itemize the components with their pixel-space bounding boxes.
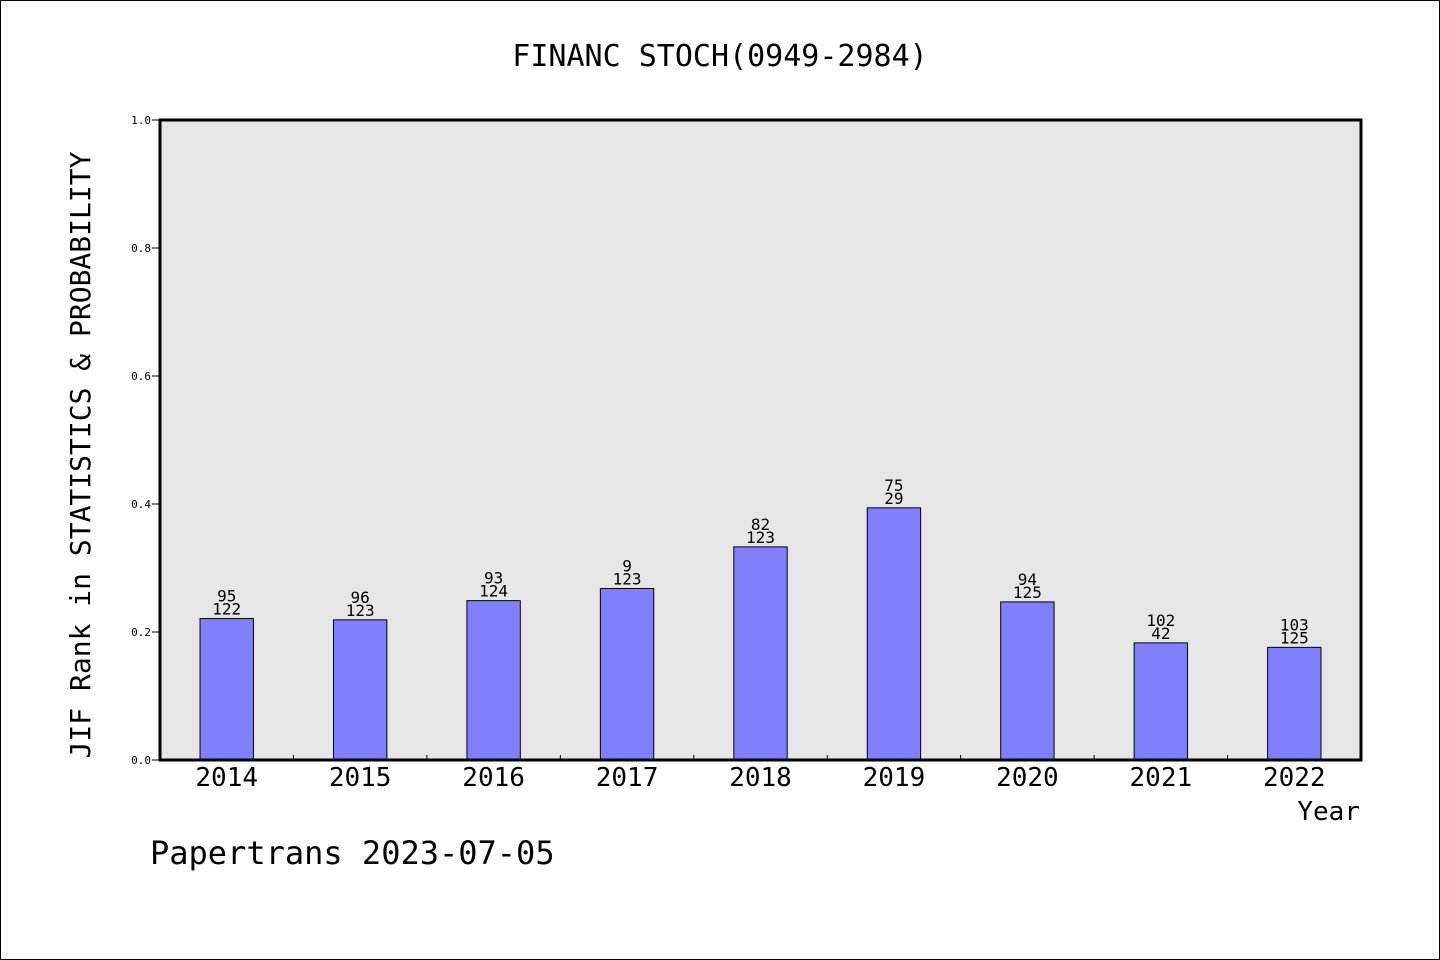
chart-title: FINANC STOCH(0949-2984) <box>512 39 927 74</box>
bar-2021 <box>1133 642 1189 761</box>
bar-label-bottom: 124 <box>479 582 508 601</box>
bar-label-bottom: 123 <box>746 528 775 547</box>
bar-label-bottom: 125 <box>1013 583 1042 602</box>
footer-watermark: Papertrans 2023-07-05 <box>150 834 555 872</box>
bar-label-bottom: 123 <box>346 601 375 620</box>
bar-label-top: 102 <box>1146 611 1175 630</box>
x-axis-label: Year <box>1297 797 1360 827</box>
x-tick-label: 2015 <box>329 763 392 793</box>
x-tick-label: 2019 <box>863 763 926 793</box>
bars <box>199 507 1322 761</box>
y-tick-label: 0.0 <box>131 754 151 767</box>
plot-border <box>158 118 1363 762</box>
bar-label-bottom: 125 <box>1280 628 1309 647</box>
bar-label-bottom: 42 <box>1151 624 1170 643</box>
bar-2019 <box>866 507 922 761</box>
bar-label-bottom: 29 <box>884 489 903 508</box>
x-tick-label: 2014 <box>195 763 258 793</box>
x-tick-label: 2022 <box>1263 763 1326 793</box>
x-tick-label: 2017 <box>596 763 659 793</box>
bar-2015 <box>332 619 388 761</box>
bar-2014 <box>199 618 254 761</box>
bar-2018 <box>733 546 788 761</box>
x-tick-label: 2016 <box>462 763 525 793</box>
bar-label-top: 103 <box>1280 615 1309 634</box>
bar-2020 <box>1000 601 1055 761</box>
y-tick-label: 0.8 <box>131 242 151 255</box>
bar-label-top: 95 <box>217 587 236 606</box>
bar-label-top: 9 <box>622 556 632 575</box>
x-tick-label: 2021 <box>1130 763 1193 793</box>
y-axis: 0.0 0.2 0.4 0.6 0.8 1.0 <box>131 114 160 767</box>
bar-label-top: 75 <box>884 476 903 495</box>
y-tick-label: 0.4 <box>131 498 151 511</box>
y-tick-label: 0.2 <box>131 626 151 639</box>
y-axis-label: JIF Rank in STATISTICS & PROBABILITY <box>64 151 97 758</box>
y-tick-label: 1.0 <box>131 114 151 127</box>
bar-2022 <box>1267 646 1322 761</box>
bar-2016 <box>466 600 521 761</box>
x-axis: 2014 2015 2016 2017 2018 2019 2020 2021 2022 <box>195 755 1326 793</box>
bar-label-top: 96 <box>351 588 370 607</box>
x-tick-label: 2018 <box>729 763 792 793</box>
bar-label-top: 82 <box>751 515 770 534</box>
bar-label-top: 93 <box>484 569 503 588</box>
y-tick-label: 0.6 <box>131 370 151 383</box>
bar-label-bottom: 122 <box>212 600 241 619</box>
bar-2017 <box>599 587 655 761</box>
bar-label-bottom: 123 <box>613 569 642 588</box>
bar-label-top: 94 <box>1018 570 1037 589</box>
x-tick-label: 2020 <box>996 763 1059 793</box>
